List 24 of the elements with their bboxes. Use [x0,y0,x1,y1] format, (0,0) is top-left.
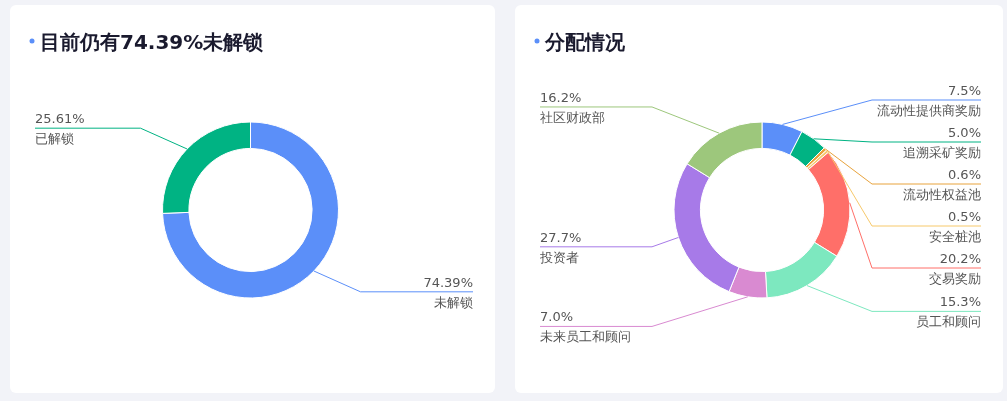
data-label: 15.3% [939,294,981,310]
slice-label: 交易奖励 [929,271,981,286]
slice-label: 安全桩池 [929,229,981,244]
chart-title: 目前仍有74.39%未解锁 [40,30,264,54]
data-label: 0.5% [947,209,981,224]
slice-label: 流动性权益池 [903,187,981,202]
chart-title: 分配情况 [544,30,626,54]
data-label: 74.39% [423,274,473,290]
data-label: 7.0% [540,309,574,325]
slice-label: 未来员工和顾问 [540,329,631,345]
data-label: 7.5% [947,83,981,98]
data-label: 0.6% [947,167,981,182]
data-label: 16.2% [540,89,582,105]
slice-label: 未解锁 [434,294,473,310]
slice-label: 追溯采矿奖励 [903,145,981,160]
slice-label: 已解锁 [35,131,74,147]
slice-label: 员工和顾问 [916,314,981,330]
data-label: 25.61% [35,111,85,127]
slice-label: 社区财政部 [540,109,605,125]
data-label: 27.7% [540,229,582,245]
data-label: 20.2% [939,251,981,266]
data-label: 5.0% [947,125,981,140]
slice-label: 投资者 [539,249,579,265]
slice-label: 流动性提供商奖励 [877,103,981,118]
